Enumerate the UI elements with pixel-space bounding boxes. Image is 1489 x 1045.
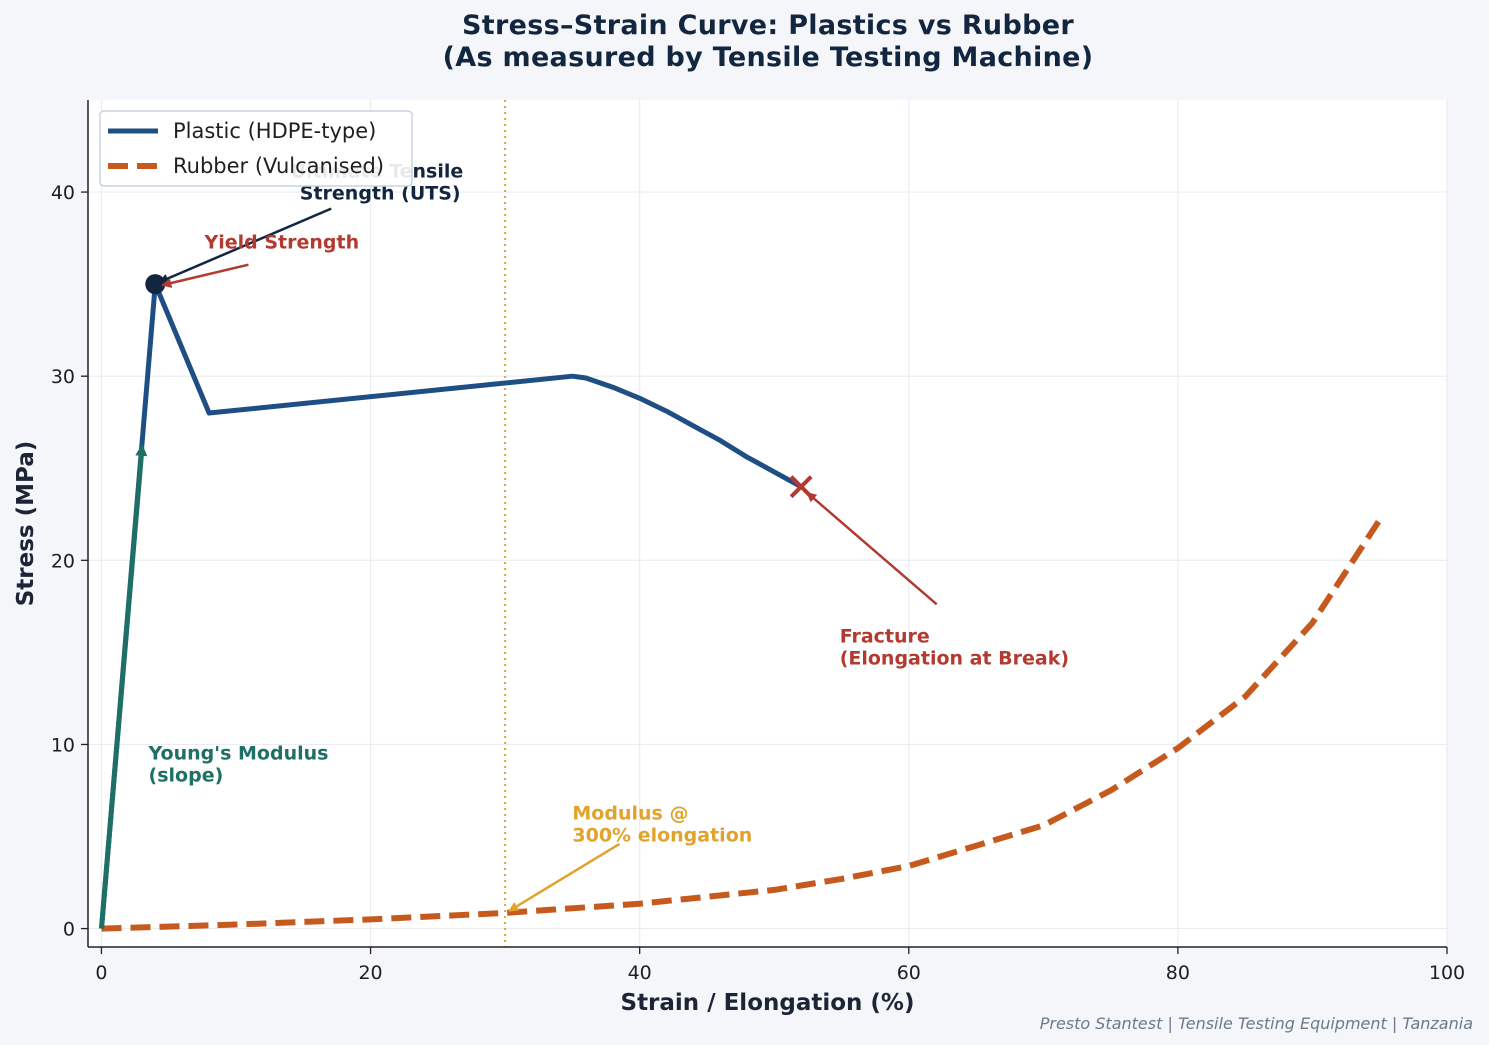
yield-arrow [161, 263, 249, 288]
uts-annotation-line2: Strength (UTS) [300, 183, 461, 205]
modulus-arrow [508, 842, 621, 913]
x-axis-label: Strain / Elongation (%) [621, 990, 915, 1016]
axes [87, 100, 1447, 948]
footer-credit: Presto Stantest | Tensile Testing Equipm… [1039, 1014, 1473, 1033]
uts-arrow [158, 207, 332, 284]
legend: Plastic (HDPE-type) Rubber (Vulcanised) [99, 110, 413, 187]
y-tick-label: 10 [51, 734, 75, 756]
y-axis-label: Stress (MPa) [13, 441, 39, 607]
youngs-annotation-line1: Young's Modulus [148, 742, 329, 764]
series-rubber-line [101, 518, 1383, 932]
plot-area [88, 100, 1447, 947]
legend-label-plastic: Plastic (HDPE-type) [173, 119, 376, 143]
grid-lines [88, 100, 1448, 947]
tick-labels: 0 20 40 60 80 100 0 10 20 30 40 [51, 182, 1465, 984]
series-plastic-line [99, 281, 803, 929]
youngs-annotation: Young's Modulus (slope) [148, 742, 336, 786]
youngs-annotation-line2: (slope) [149, 764, 224, 786]
x-tick-label: 80 [1166, 962, 1190, 984]
modulus-annotation-line2: 300% elongation [572, 825, 752, 847]
fracture-annotation-line2: (Elongation at Break) [840, 647, 1069, 669]
fracture-annotation-line1: Fracture [840, 625, 930, 647]
modulus-annotation: Modulus @ 300% elongation [572, 803, 752, 847]
youngs-modulus-slope [98, 443, 148, 929]
y-tick-label: 30 [51, 366, 75, 388]
x-tick-label: 20 [358, 962, 382, 984]
x-tick-label: 0 [95, 962, 107, 984]
y-tick-label: 40 [51, 182, 75, 204]
y-tick-label: 20 [51, 550, 75, 572]
x-tick-label: 100 [1429, 962, 1465, 984]
chart-title-line2: (As measured by Tensile Testing Machine) [442, 42, 1094, 73]
chart-title: Stress–Strain Curve: Plastics vs Rubber … [0, 10, 1489, 74]
x-tick-label: 40 [628, 962, 652, 984]
x-tick-label: 60 [897, 962, 921, 984]
modulus-annotation-line1: Modulus @ [572, 803, 688, 825]
fracture-arrow [806, 491, 938, 606]
y-tick-label: 0 [63, 919, 75, 941]
yield-annotation: Yield Strength [203, 232, 359, 254]
legend-box [99, 110, 413, 187]
chart-title-line1: Stress–Strain Curve: Plastics vs Rubber [462, 10, 1074, 41]
legend-label-rubber: Rubber (Vulcanised) [173, 154, 384, 178]
fracture-x-stroke [789, 475, 813, 499]
fracture-annotation: Fracture (Elongation at Break) [840, 625, 1069, 669]
